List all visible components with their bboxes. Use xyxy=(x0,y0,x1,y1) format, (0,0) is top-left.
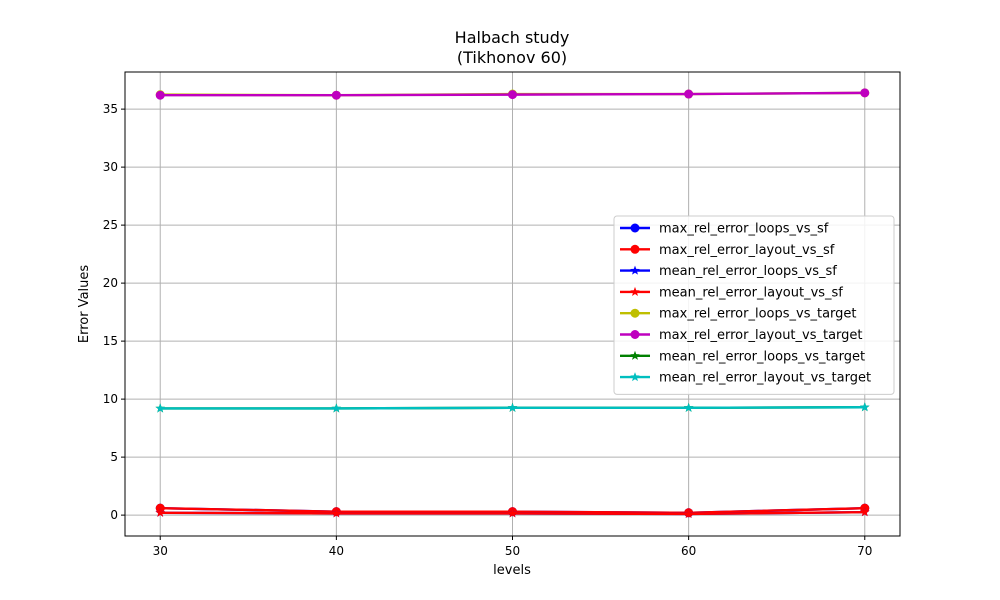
data-point xyxy=(331,508,342,518)
chart-title-line-1: Halbach study xyxy=(455,28,570,47)
legend-marker xyxy=(630,223,640,233)
y-tick-label: 35 xyxy=(103,102,118,116)
data-point xyxy=(684,89,694,99)
y-tick-label: 5 xyxy=(110,450,118,464)
legend-box xyxy=(613,215,895,395)
legend-item: mean_rel_error_layout_vs_sf xyxy=(620,285,843,300)
legend-item: max_rel_error_layout_vs_target xyxy=(620,328,863,343)
legend-item: max_rel_error_loops_vs_sf xyxy=(620,222,829,237)
legend-item: mean_rel_error_loops_vs_sf xyxy=(620,264,837,279)
x-tick-label: 60 xyxy=(681,544,696,558)
x-tick-label: 30 xyxy=(153,544,168,558)
legend-marker xyxy=(630,286,640,296)
data-point xyxy=(331,90,341,100)
legend-label: mean_rel_error_layout_vs_sf xyxy=(659,285,843,300)
data-point xyxy=(155,507,165,517)
legend-label: max_rel_error_loops_vs_sf xyxy=(659,222,829,237)
plot-series xyxy=(155,88,870,519)
x-tick-label: 70 xyxy=(857,544,872,558)
ticks: 30 40 50 60 70 0 5 10 15 20 25 30 35 xyxy=(103,102,873,558)
data-point xyxy=(155,403,165,413)
legend-marker xyxy=(630,265,640,275)
legend-label: mean_rel_error_layout_vs_target xyxy=(659,371,871,386)
data-point xyxy=(155,90,165,100)
series-mean_rel_error_layout_vs_target xyxy=(155,402,870,413)
data-point xyxy=(331,403,342,413)
y-tick-label: 25 xyxy=(103,218,118,232)
legend-item: mean_rel_error_layout_vs_target xyxy=(620,371,871,386)
series-max_rel_error_layout_vs_target xyxy=(155,88,870,100)
data-point xyxy=(683,508,694,519)
legend-marker xyxy=(630,308,640,318)
legend-marker xyxy=(630,372,640,382)
data-point xyxy=(860,88,870,98)
legend-marker xyxy=(630,350,640,360)
legend-label: max_rel_error_layout_vs_target xyxy=(659,328,863,343)
data-point xyxy=(683,402,694,412)
data-point xyxy=(860,402,870,412)
legend: max_rel_error_loops_vs_sf max_rel_error_l… xyxy=(613,215,895,395)
legend-label: max_rel_error_loops_vs_target xyxy=(659,307,857,322)
legend-label: mean_rel_error_loops_vs_sf xyxy=(659,264,837,279)
data-point xyxy=(860,507,870,517)
chart-title-line-2: (Tikhonov 60) xyxy=(457,48,567,67)
y-tick-label: 30 xyxy=(103,160,118,174)
y-tick-label: 10 xyxy=(103,392,118,406)
legend-item: mean_rel_error_loops_vs_target xyxy=(620,349,865,364)
legend-marker xyxy=(630,244,640,254)
y-tick-label: 0 xyxy=(110,508,118,522)
x-tick-label: 50 xyxy=(505,544,520,558)
y-axis-label: Error Values xyxy=(77,265,92,344)
y-tick-label: 15 xyxy=(103,334,118,348)
series-mean_rel_error_layout_vs_sf xyxy=(155,507,870,519)
legend-marker xyxy=(630,330,640,339)
x-tick-label: 40 xyxy=(329,544,344,558)
legend-label: mean_rel_error_loops_vs_target xyxy=(659,349,865,364)
data-point xyxy=(507,508,518,518)
data-point xyxy=(507,402,518,412)
legend-label: max_rel_error_layout_vs_sf xyxy=(659,243,835,258)
data-point xyxy=(508,90,517,100)
legend-item: max_rel_error_loops_vs_target xyxy=(620,307,857,322)
x-axis-label: levels xyxy=(493,563,531,578)
legend-item: max_rel_error_layout_vs_sf xyxy=(620,243,835,258)
y-tick-label: 20 xyxy=(103,276,118,290)
